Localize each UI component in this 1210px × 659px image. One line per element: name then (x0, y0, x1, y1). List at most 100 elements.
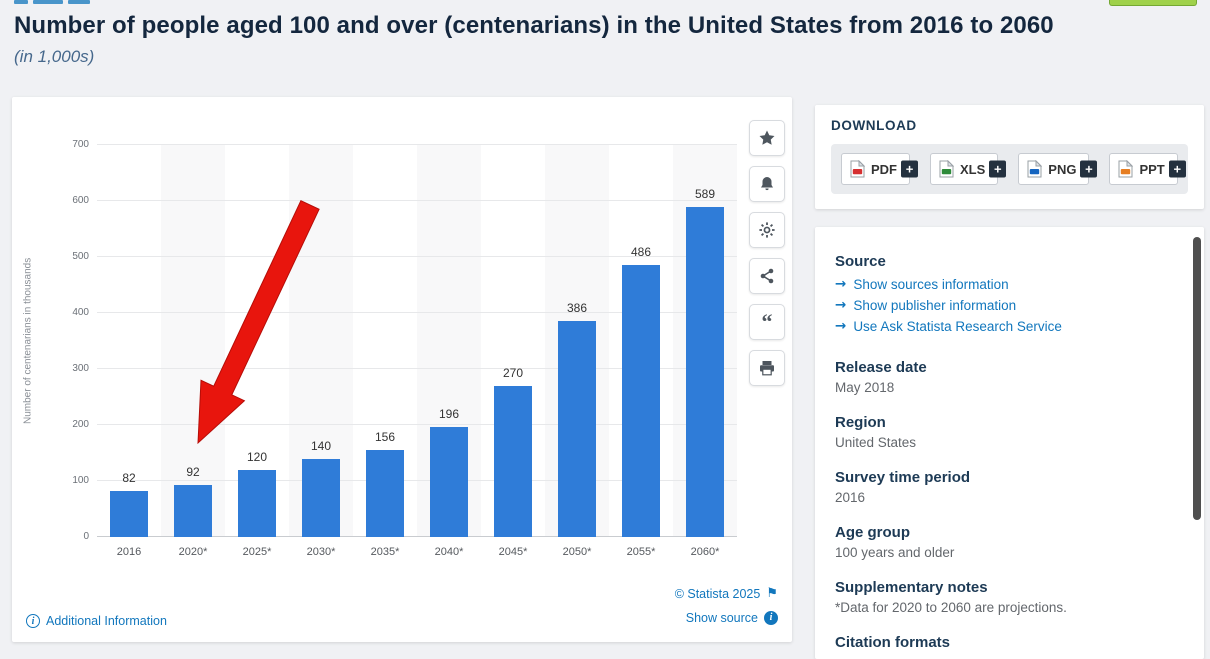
bar[interactable] (494, 386, 532, 537)
bar[interactable] (110, 491, 148, 537)
page-header: Number of people aged 100 and over (cent… (0, 0, 1210, 67)
breadcrumb-fragment[interactable] (14, 0, 90, 5)
source-link[interactable]: → Use Ask Statista Research Service (835, 316, 1184, 337)
additional-information-link[interactable]: i Additional Information (26, 614, 167, 628)
info-icon: i (26, 614, 40, 628)
chart-footer-right: © Statista 2025 ⚑ Show source i (675, 582, 778, 630)
bar[interactable] (558, 321, 596, 537)
gear-icon (759, 222, 775, 238)
x-axis-label: 2020* (178, 546, 208, 558)
bar[interactable] (686, 207, 724, 537)
bar-value-label: 270 (502, 366, 524, 380)
settings-button[interactable] (749, 212, 785, 248)
bar[interactable] (302, 459, 340, 537)
page-title: Number of people aged 100 and over (cent… (14, 12, 1054, 39)
x-axis-label: 2045* (498, 546, 528, 558)
bar-slot: 386 2050* (545, 145, 609, 558)
bar-slot: 82 2016 (97, 145, 161, 558)
x-axis-label: 2030* (306, 546, 336, 558)
details-sections: Release date May 2018 Region United States S… (835, 359, 1184, 651)
section-heading: Release date (835, 359, 927, 376)
section-heading: Region (835, 414, 886, 431)
source-link[interactable]: → Show publisher information (835, 295, 1184, 316)
source-links: → Show sources information → Show publisher… (835, 274, 1184, 337)
bar[interactable] (430, 427, 468, 537)
bar[interactable] (366, 450, 404, 537)
y-tick-label: 700 (72, 139, 89, 150)
plus-badge: + (989, 160, 1007, 178)
download-button-label: XLS (960, 161, 986, 177)
bar[interactable] (174, 485, 212, 537)
bar-slots: 82 2016 92 2020* 120 2025* 140 2030* 156 2035* 196… (97, 145, 737, 558)
source-link[interactable]: → Show sources information (835, 274, 1184, 295)
download-xls-button[interactable]: XLS + (930, 153, 1007, 185)
scrollbar-thumb[interactable] (1192, 237, 1201, 520)
x-axis-label: 2055* (626, 546, 656, 558)
gridline (97, 368, 737, 369)
x-axis-label: 2050* (562, 546, 592, 558)
gridline (97, 536, 737, 537)
x-axis-label: 2016 (116, 546, 142, 558)
cite-button[interactable]: “ (749, 304, 785, 340)
chart-toolbar: “ (749, 120, 785, 386)
section-heading: Supplementary notes (835, 579, 988, 596)
plus-badge: + (1168, 160, 1186, 178)
download-heading: DOWNLOAD (831, 118, 917, 133)
bell-icon (761, 177, 773, 191)
plus-badge: + (901, 160, 918, 178)
bar-value-label: 92 (186, 465, 200, 479)
cut-off-green-button[interactable] (1109, 0, 1197, 6)
download-ppt-button[interactable]: PPT + (1109, 153, 1186, 185)
x-axis-label: 2025* (242, 546, 272, 558)
section-value: *Data for 2020 to 2060 are projections. (835, 600, 1067, 615)
bar[interactable] (622, 265, 660, 537)
png-file-icon (1027, 160, 1043, 178)
alert-button[interactable] (749, 166, 785, 202)
y-axis-title: Number of centenarians in thousands (22, 257, 34, 425)
bar-slot: 120 2025* (225, 145, 289, 558)
gridline (97, 144, 737, 145)
bar-value-label: 82 (122, 471, 136, 485)
download-button-label: PDF (871, 161, 897, 177)
copyright-label: © Statista 2025 (674, 587, 761, 601)
bar-slot: 140 2030* (289, 145, 353, 558)
link-arrow-icon: → (835, 318, 847, 334)
star-icon (759, 130, 775, 145)
ppt-file-icon (1118, 160, 1134, 178)
share-button[interactable] (749, 258, 785, 294)
flag-icon: ⚑ (766, 586, 778, 601)
show-source-link[interactable]: Show source i (675, 606, 778, 630)
gridline (97, 424, 737, 425)
bar-value-label: 386 (566, 301, 588, 315)
gridline (97, 480, 737, 481)
bar-value-label: 140 (310, 439, 332, 453)
svg-text:“: “ (762, 313, 773, 331)
gridline (97, 200, 737, 201)
section-value: 2016 (835, 490, 866, 505)
print-button[interactable] (749, 350, 785, 386)
detail-section: Region United States (835, 414, 1184, 450)
page-subtitle: (in 1,000s) (14, 47, 95, 66)
download-pdf-button[interactable]: PDF + (841, 153, 918, 185)
link-arrow-icon: → (835, 276, 847, 292)
section-heading: Age group (835, 524, 910, 541)
detail-section: Age group 100 years and older (835, 524, 1184, 560)
favorite-button[interactable] (749, 120, 785, 156)
section-value: United States (835, 435, 917, 450)
download-png-button[interactable]: PNG + (1018, 153, 1098, 185)
detail-section: Citation formats (835, 634, 1184, 651)
section-heading: Survey time period (835, 469, 971, 486)
quote-icon: “ (762, 313, 773, 331)
bar-slot: 589 2060* (673, 145, 737, 558)
download-button-label: PPT (1139, 161, 1165, 177)
bar-slot: 270 2045* (481, 145, 545, 558)
detail-section: Survey time period 2016 (835, 469, 1184, 505)
section-value: 100 years and older (835, 545, 955, 560)
pdf-file-icon (850, 160, 865, 178)
bar[interactable] (238, 470, 276, 537)
x-axis-label: 2060* (690, 546, 720, 558)
statista-copyright-link[interactable]: © Statista 2025 ⚑ (675, 582, 778, 606)
xls-file-icon (939, 160, 954, 178)
download-buttons: PDF + XLS + PNG + PPT + (831, 144, 1188, 194)
source-info-icon: i (764, 611, 778, 625)
